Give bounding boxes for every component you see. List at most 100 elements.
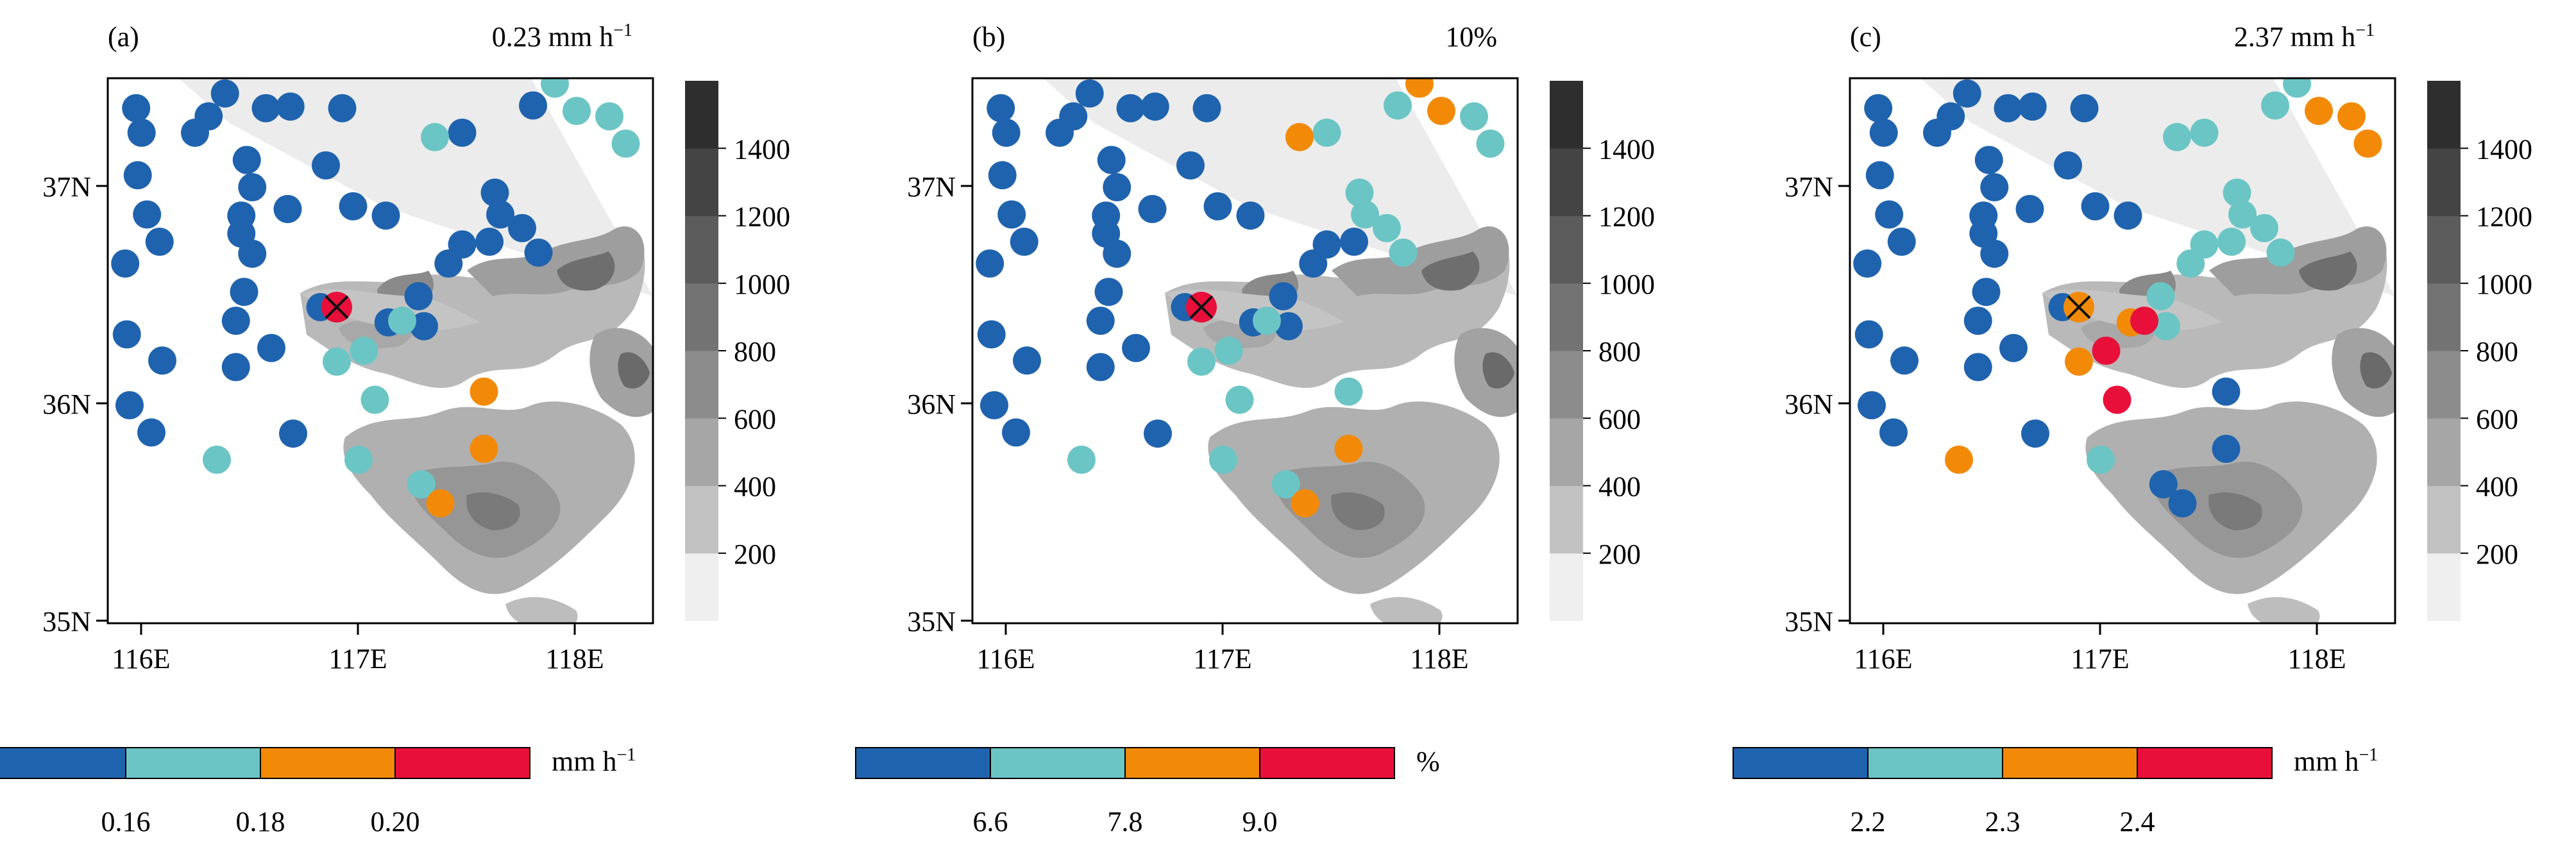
elevation-swatch — [685, 418, 718, 486]
station-marker — [1384, 91, 1412, 120]
station-marker — [323, 348, 351, 376]
colorbar-swatch — [125, 747, 261, 779]
station-marker — [2353, 130, 2382, 158]
station-marker — [595, 102, 623, 131]
station-marker — [350, 337, 378, 365]
elevation-swatch — [2427, 418, 2461, 486]
station-marker — [2266, 239, 2295, 267]
elevation-tick-label: 600 — [2476, 403, 2518, 435]
x-tick-label: 116E — [1854, 643, 1912, 675]
colorbar-tick-label: 2.2 — [1851, 806, 1886, 837]
station-marker — [2283, 78, 2311, 98]
station-marker — [1002, 418, 1030, 447]
x-tick-label: 117E — [1193, 643, 1251, 675]
elevation-tick-label: 400 — [2476, 471, 2518, 503]
elevation-swatch — [1550, 283, 1583, 351]
x-tick-label: 118E — [545, 643, 604, 675]
station-marker — [448, 119, 477, 147]
map-area — [972, 78, 1518, 623]
station-marker — [2015, 195, 2044, 223]
elevation-tick-label: 200 — [734, 539, 776, 570]
colorbar-unit: mm h−1 — [2294, 745, 2378, 777]
colorbar-swatch — [260, 747, 396, 779]
station-marker — [2065, 348, 2093, 376]
y-tick-label: 37N — [907, 171, 956, 203]
elevation-tick-label: 1200 — [734, 201, 790, 233]
elevation-tick-label: 400 — [1598, 471, 1641, 503]
station-marker — [388, 306, 416, 335]
station-colorbar: 2.2 2.3 2.4 mm h−1 — [1733, 745, 2378, 837]
colorbar-tick-label: 0.16 — [101, 806, 151, 837]
panel-value: 0.23 mm h−1 — [492, 21, 632, 53]
station-marker — [2149, 470, 2178, 499]
station-marker — [1203, 192, 1232, 221]
station-marker — [988, 161, 1017, 190]
station-marker — [1865, 161, 1894, 190]
x-tick-label: 117E — [2071, 643, 2129, 675]
station-marker — [563, 97, 591, 125]
station-marker — [475, 228, 504, 256]
station-marker — [115, 391, 144, 419]
station-marker — [1086, 306, 1115, 335]
map-frame — [1849, 77, 2396, 625]
x-tick-label: 116E — [976, 643, 1035, 675]
station-marker — [1253, 306, 1281, 335]
y-tick-label: 35N — [1784, 606, 1833, 637]
station-marker — [448, 230, 477, 259]
station-marker — [410, 312, 438, 340]
station-marker — [1351, 200, 1379, 229]
station-marker — [486, 200, 514, 229]
elevation-tick-label: 1000 — [1598, 269, 1655, 300]
station-marker — [1138, 195, 1167, 223]
station-marker — [328, 94, 357, 122]
station-marker — [2114, 201, 2142, 230]
map-area — [108, 78, 653, 623]
station-marker — [1225, 385, 1254, 414]
station-marker — [1854, 320, 1883, 349]
elevation-swatch — [685, 215, 718, 284]
station-marker — [194, 102, 223, 131]
panel-value-sup: −1 — [613, 21, 632, 40]
station-marker — [2212, 377, 2241, 406]
x-tick-label: 117E — [328, 643, 387, 675]
colorbar-swatch — [2137, 747, 2273, 779]
station-marker — [1144, 419, 1172, 448]
station-marker — [1334, 435, 1363, 463]
colorbar-unit-sup: −1 — [616, 745, 636, 765]
colorbar-swatch — [1124, 747, 1260, 779]
station-marker — [1067, 446, 1096, 474]
station-marker — [2130, 306, 2158, 335]
cross-icon — [2067, 295, 2091, 319]
colorbar-tick-label: 2.4 — [2120, 806, 2155, 837]
elevation-tick-label: 1400 — [734, 133, 790, 165]
elevation-swatch — [685, 148, 718, 216]
station-marker — [238, 173, 267, 201]
station-marker — [137, 418, 165, 447]
station-marker — [1427, 97, 1455, 125]
station-marker — [2168, 489, 2197, 517]
colorbar-tick-label: 6.6 — [973, 806, 1008, 837]
elevation-tick-label: 1000 — [2476, 269, 2532, 300]
station-marker — [976, 249, 1004, 278]
elevation-swatch — [1550, 81, 1583, 149]
y-tick-label: 35N — [907, 606, 956, 637]
colorbar-tick-label: 0.20 — [371, 806, 420, 837]
station-marker — [2054, 151, 2082, 180]
station-colorbar: 0.16 0.18 0.20 mm h−1 — [0, 745, 636, 837]
station-marker — [2081, 192, 2110, 221]
station-marker — [997, 200, 1026, 229]
elevation-tick-label: 1200 — [1598, 201, 1655, 233]
y-tick-label: 36N — [1784, 389, 1833, 420]
elevation-swatch — [685, 485, 718, 554]
station-marker — [2103, 385, 2131, 414]
cross-icon — [1189, 295, 1214, 319]
station-marker — [148, 346, 176, 375]
station-marker — [238, 239, 267, 268]
station-marker — [203, 446, 231, 474]
station-marker — [1103, 239, 1131, 268]
colorbar-tick-label: 2.3 — [1985, 806, 2021, 837]
station-marker — [123, 161, 152, 190]
station-marker — [1945, 446, 1973, 474]
station-marker — [519, 91, 547, 120]
station-marker — [2146, 282, 2175, 310]
